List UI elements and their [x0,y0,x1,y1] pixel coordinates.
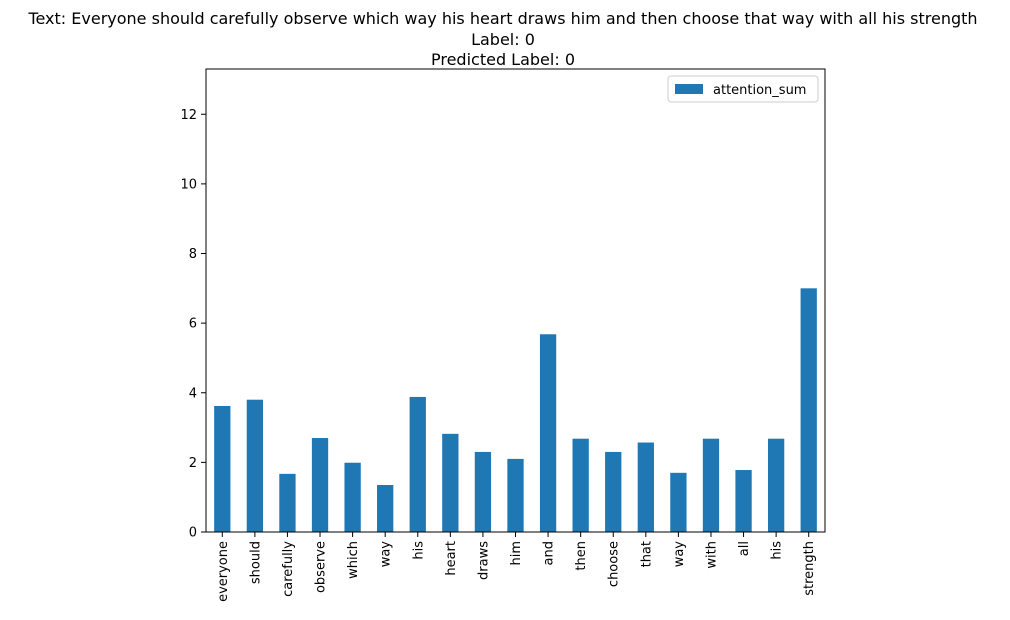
bar-should [246,399,264,532]
x-tick-label-strength: strength [802,541,817,596]
x-tick-label-his: his [770,541,785,560]
x-tick-label-all: all [737,541,752,556]
bar-strength [800,288,817,532]
bar-then [572,438,589,532]
bar-draws [474,451,492,532]
title-line-label: Label: 0 [471,30,535,49]
y-tick-label: 8 [189,247,197,262]
y-tick-label: 10 [180,177,197,192]
x-tick-label-way: way [379,541,394,568]
y-tick-label: 2 [189,456,197,471]
bar-carefully [279,473,296,532]
y-axis: 0 2 4 6 8 10 12 [180,108,206,541]
bar-choose [605,451,622,532]
chart-title: Text: Everyone should carefully observe … [27,9,977,69]
x-tick-label-his: his [411,541,426,560]
bar-all [735,470,752,532]
bar-him [507,458,524,532]
bar-everyone [214,405,231,532]
x-tick-label-way: way [672,541,687,568]
y-tick-label: 6 [189,317,197,332]
x-tick-label-choose: choose [607,541,622,587]
bar-which [344,462,361,532]
title-line-text: Text: Everyone should carefully observe … [27,9,977,28]
bar-observe [311,438,329,532]
bar-way [377,485,394,532]
bar-that [637,442,654,532]
x-tick-label-draws: draws [476,541,491,580]
legend-swatch [675,84,703,94]
x-tick-label-observe: observe [314,541,329,593]
x-tick-label-which: which [346,541,361,579]
x-tick-label-with: with [704,541,719,569]
title-line-predicted-label: Predicted Label: 0 [431,50,575,69]
x-tick-label-that: that [639,541,654,567]
legend-box [667,75,819,103]
x-tick-label-then: then [574,541,589,571]
x-tick-label-everyone: everyone [216,541,231,602]
bar-heart [442,433,459,532]
x-tick-label-should: should [248,541,263,584]
bar-way [670,472,687,532]
x-tick-label-and: and [542,541,557,565]
bar-his [767,438,785,532]
legend-label: attention_sum [713,83,806,98]
bars [214,288,817,532]
x-tick-label-heart: heart [444,541,459,576]
legend: attention_sum [667,75,819,103]
x-tick-label-carefully: carefully [281,541,296,597]
y-tick-label: 0 [189,526,197,541]
bar-with [702,438,720,532]
y-tick-label: 12 [180,108,197,123]
x-axis: everyone should carefully observe which way hi… [216,532,817,602]
bar-and [539,334,557,532]
y-tick-label: 4 [189,386,197,401]
x-tick-label-him: him [509,541,524,566]
bar-his [409,396,426,532]
